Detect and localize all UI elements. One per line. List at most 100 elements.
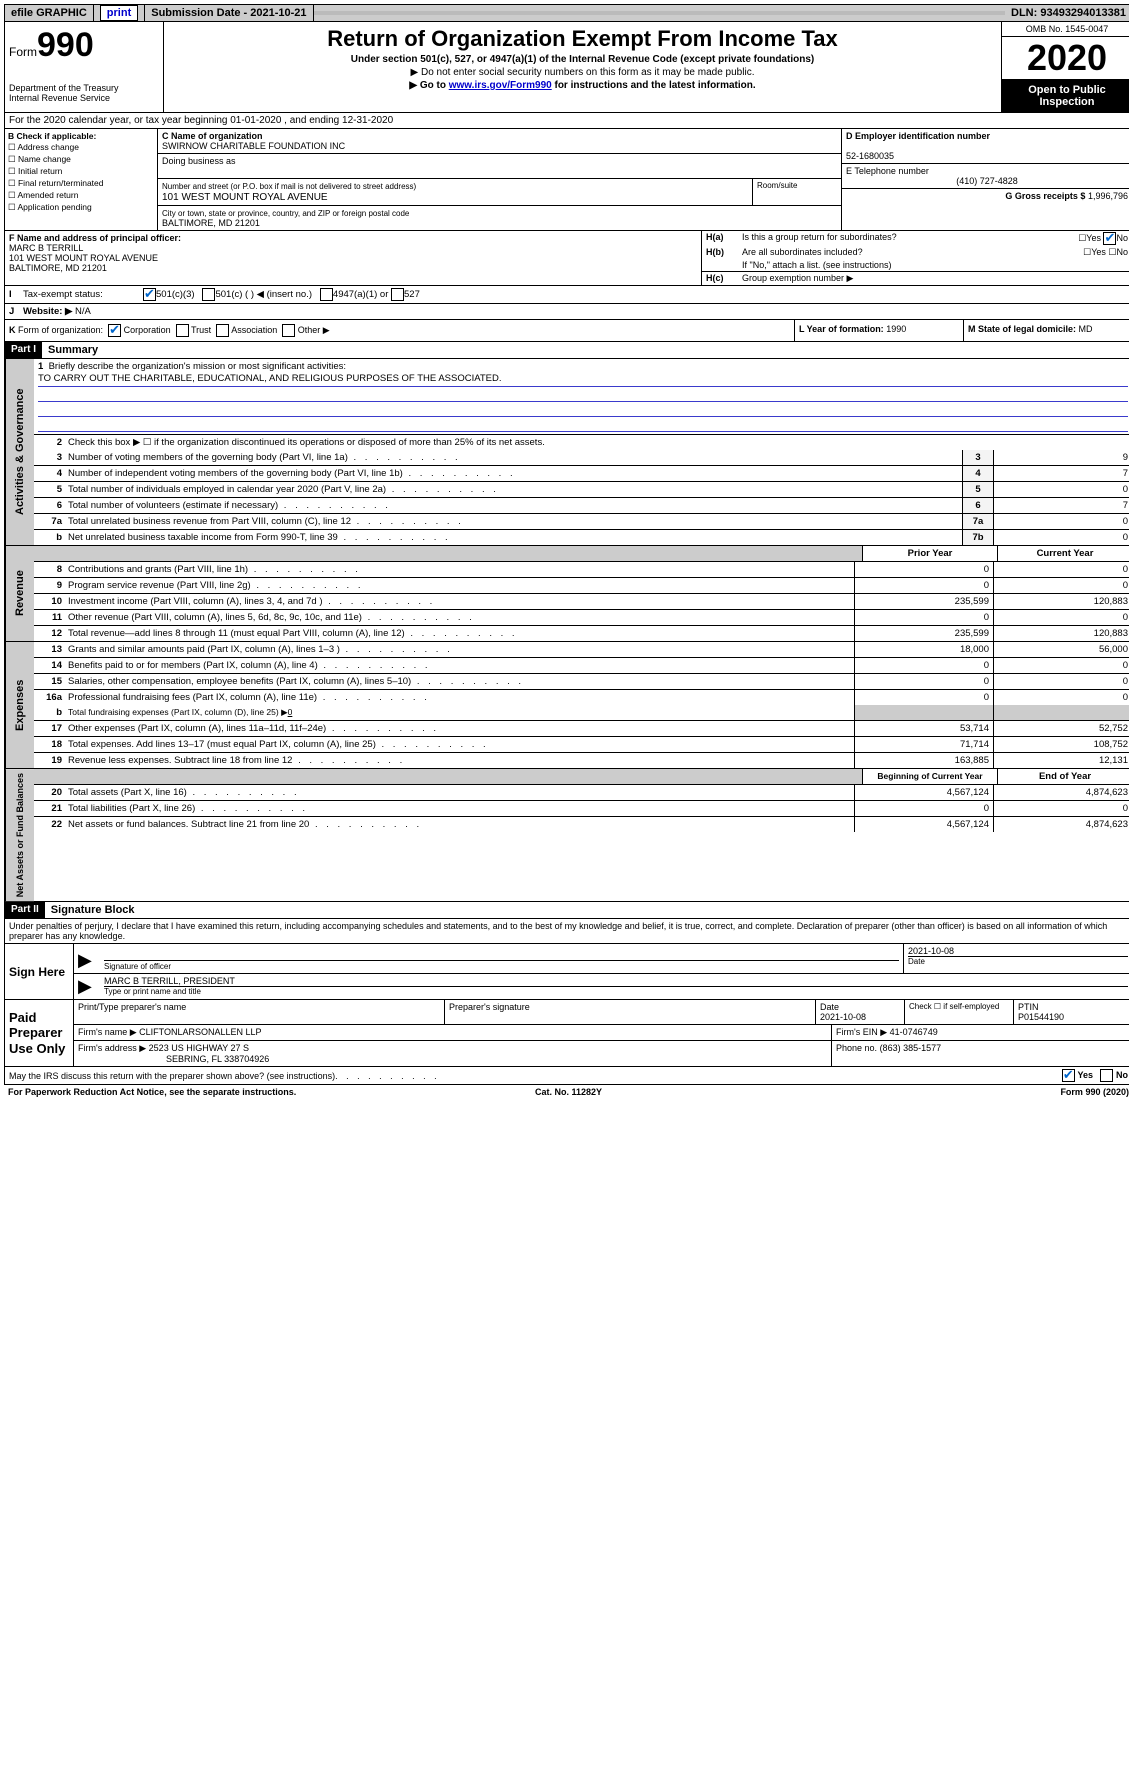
chk-initial-return[interactable]: ☐ Initial return (8, 166, 154, 177)
dept-label: Department of the Treasury (9, 83, 159, 93)
governance-section: Activities & Governance 1 Briefly descri… (4, 359, 1129, 546)
chk-final-return[interactable]: ☐ Final return/terminated (8, 178, 154, 189)
chk-527[interactable] (391, 288, 404, 301)
form-title: Return of Organization Exempt From Incom… (170, 26, 995, 52)
line-prior: 235,599 (854, 594, 993, 609)
sig-name-label: Type or print name and title (104, 986, 1128, 996)
opt-4947: 4947(a)(1) or (333, 289, 388, 300)
form990-link[interactable]: www.irs.gov/Form990 (449, 80, 552, 91)
line-num: 18 (34, 737, 64, 752)
line-16b: b Total fundraising expenses (Part IX, c… (34, 705, 1129, 721)
line-box: 3 (962, 450, 993, 465)
h-a-yesno: ☐Yes No (1078, 232, 1128, 245)
line-box: 6 (962, 498, 993, 513)
chk-app-pending[interactable]: ☐ Application pending (8, 202, 154, 213)
netassets-body: Beginning of Current Year End of Year 20… (34, 769, 1129, 901)
sig-name-field: MARC B TERRILL, PRESIDENT Type or print … (100, 974, 1129, 999)
line-val: 7 (993, 466, 1129, 481)
discuss-yesno: Yes No (1062, 1069, 1128, 1082)
line-prior: 0 (854, 610, 993, 625)
perjury-statement: Under penalties of perjury, I declare th… (4, 919, 1129, 944)
line-current: 120,883 (993, 594, 1129, 609)
gov-line-4: 4Number of independent voting members of… (34, 466, 1129, 482)
line-current: 56,000 (993, 642, 1129, 657)
chk-discuss-no[interactable] (1100, 1069, 1113, 1082)
line-desc: Number of voting members of the governin… (64, 450, 962, 465)
chk-corporation[interactable] (108, 324, 121, 337)
chk-discuss-yes[interactable] (1062, 1069, 1075, 1082)
state-domicile-label: M State of legal domicile: (968, 324, 1076, 334)
sig-officer-field[interactable]: Signature of officer (100, 944, 904, 973)
line-desc: Grants and similar amounts paid (Part IX… (64, 642, 854, 657)
vert-expenses: Expenses (5, 642, 34, 768)
ein-value: 52-1680035 (846, 151, 894, 161)
chk-trust[interactable] (176, 324, 189, 337)
chk-address-change[interactable]: ☐ Address change (8, 142, 154, 153)
line-desc: Benefits paid to or for members (Part IX… (64, 658, 854, 673)
line-num: 8 (34, 562, 64, 577)
chk-501c3[interactable] (143, 288, 156, 301)
line-desc: Total number of volunteers (estimate if … (64, 498, 962, 513)
chk-amended[interactable]: ☐ Amended return (8, 190, 154, 201)
line-2: 2 Check this box ▶ ☐ if the organization… (34, 435, 1129, 450)
firm-addr-cell: Firm's address ▶ 2523 US HIGHWAY 27 S SE… (74, 1041, 832, 1066)
top-toolbar: efile GRAPHIC print Submission Date - 20… (4, 4, 1129, 22)
h-c-row: H(c) Group exemption number ▶ (702, 271, 1129, 285)
line-num: 10 (34, 594, 64, 609)
sig-arrow-1: ▶ (74, 944, 100, 973)
chk-other[interactable] (282, 324, 295, 337)
line-num: 9 (34, 578, 64, 593)
line-box: 4 (962, 466, 993, 481)
chk-501c[interactable] (202, 288, 215, 301)
row-KLM: K Form of organization: Corporation Trus… (4, 320, 1129, 342)
vert-netassets: Net Assets or Fund Balances (5, 769, 34, 901)
line-num: b (34, 530, 64, 545)
sub3-post: for instructions and the latest informat… (552, 80, 756, 91)
line-8: 8Contributions and grants (Part VIII, li… (34, 562, 1129, 578)
line-desc: Total expenses. Add lines 13–17 (must eq… (64, 737, 854, 752)
chk-name-change[interactable]: ☐ Name change (8, 154, 154, 165)
line-desc: Total unrelated business revenue from Pa… (64, 514, 962, 529)
street-cell: Number and street (or P.O. box if mail i… (158, 179, 753, 205)
sign-here-section: Sign Here ▶ Signature of officer 2021-10… (4, 944, 1129, 1000)
subtitle-3: ▶ Go to www.irs.gov/Form990 for instruct… (170, 80, 995, 91)
gov-line-7a: 7aTotal unrelated business revenue from … (34, 514, 1129, 530)
discuss-dots (335, 1071, 440, 1081)
part1-badge: Part I (5, 342, 42, 358)
paid-preparer-label: Paid Preparer Use Only (5, 1000, 74, 1066)
h-a-label: H(a) (706, 232, 742, 245)
form-org-label: Form of organization: (18, 325, 103, 335)
header-left: Form990 Department of the Treasury Inter… (5, 22, 164, 112)
line-prior: 0 (854, 674, 993, 689)
year-formation-label: L Year of formation: (799, 324, 884, 334)
line-desc: Total number of individuals employed in … (64, 482, 962, 497)
prior-year-hdr: Prior Year (862, 546, 997, 561)
chk-association[interactable] (216, 324, 229, 337)
line-current: 0 (993, 610, 1129, 625)
sig-arrow-2: ▶ (74, 974, 100, 999)
prep-self-cell[interactable]: Check ☐ if self-employed (905, 1000, 1014, 1024)
line-current: 12,131 (993, 753, 1129, 768)
gov-line-7b: bNet unrelated business taxable income f… (34, 530, 1129, 545)
expenses-body: 13Grants and similar amounts paid (Part … (34, 642, 1129, 768)
mission-block: 1 Briefly describe the organization's mi… (34, 359, 1129, 435)
line-desc: Net unrelated business taxable income fr… (64, 530, 962, 545)
opt-501c3: 501(c)(3) (156, 289, 195, 300)
line-box: 7a (962, 514, 993, 529)
h-b-label: H(b) (706, 247, 742, 258)
box-M: M State of legal domicile: MD (964, 320, 1129, 341)
line-16b-current (993, 705, 1129, 720)
chk-Ha-no[interactable] (1103, 232, 1116, 245)
netassets-header: Beginning of Current Year End of Year (34, 769, 1129, 785)
line-current: 0 (993, 562, 1129, 577)
sig-date-field: 2021-10-08 Date (904, 944, 1129, 973)
chk-4947[interactable] (320, 288, 333, 301)
state-domicile-value: MD (1079, 324, 1093, 334)
print-button[interactable]: print (100, 5, 138, 21)
officer-addr1: 101 WEST MOUNT ROYAL AVENUE (9, 253, 158, 263)
vert-governance: Activities & Governance (5, 359, 34, 545)
gov-line-6: 6Total number of volunteers (estimate if… (34, 498, 1129, 514)
org-name-label: C Name of organization (162, 131, 263, 141)
box-L: L Year of formation: 1990 (795, 320, 964, 341)
line-desc: Total assets (Part X, line 16) (64, 785, 854, 800)
